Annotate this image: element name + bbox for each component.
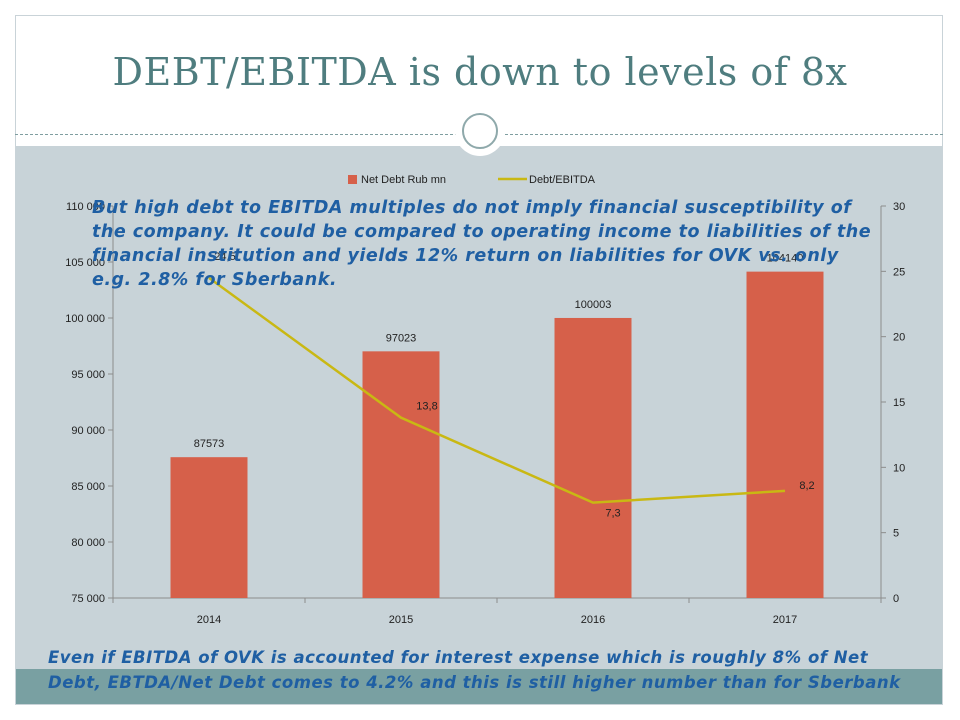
left-tick-label: 80 000 <box>71 537 105 549</box>
legend-swatch-bar <box>348 175 357 184</box>
right-tick-label: 25 <box>893 266 905 278</box>
debt-ebitda-line <box>208 276 786 504</box>
right-tick-label: 15 <box>893 397 905 409</box>
left-tick-label: 85 000 <box>71 481 105 493</box>
line-data-label: 24,5 <box>214 251 235 263</box>
legend-label: Net Debt Rub mn <box>361 174 446 186</box>
note-bottom: Even if EBITDA of OVK is accounted for i… <box>48 648 901 692</box>
left-tick-label: 105 000 <box>65 257 105 269</box>
bar-data-label: 100003 <box>575 299 612 311</box>
bar <box>170 457 248 598</box>
left-tick-label: 75 000 <box>71 593 105 605</box>
line-data-label: 13,8 <box>416 401 437 413</box>
left-tick-label: 95 000 <box>71 369 105 381</box>
bar-data-label: 104140 <box>767 253 804 265</box>
legend-label: Debt/EBITDA <box>529 174 596 186</box>
line-data-label: 7,3 <box>605 508 620 520</box>
circle-ornament-icon <box>455 106 505 156</box>
line-data-label: 8,2 <box>799 480 814 492</box>
left-tick-label: 90 000 <box>71 425 105 437</box>
right-tick-label: 20 <box>893 332 905 344</box>
bar <box>554 317 632 598</box>
right-tick-label: 0 <box>893 593 899 605</box>
x-tick-label: 2014 <box>197 614 221 626</box>
note-top: But high debt to EBITDA multiples do not… <box>92 198 872 290</box>
x-tick-label: 2017 <box>773 614 797 626</box>
bar-data-label: 87573 <box>194 438 225 450</box>
right-tick-label: 30 <box>893 201 905 213</box>
slide-frame <box>15 15 943 705</box>
x-tick-label: 2016 <box>581 614 605 626</box>
bar <box>746 271 824 598</box>
left-tick-label: 100 000 <box>65 313 105 325</box>
bar <box>362 351 440 598</box>
left-tick-label: 110 000 <box>66 201 105 213</box>
right-tick-label: 10 <box>893 462 905 474</box>
slide-title: DEBT/EBITDA is down to levels of 8x <box>112 50 848 94</box>
bottom-band <box>16 669 942 704</box>
x-tick-label: 2015 <box>389 614 413 626</box>
bar-data-label: 97023 <box>386 332 417 344</box>
right-tick-label: 5 <box>893 528 899 540</box>
circle-ornament-ring <box>462 113 498 149</box>
